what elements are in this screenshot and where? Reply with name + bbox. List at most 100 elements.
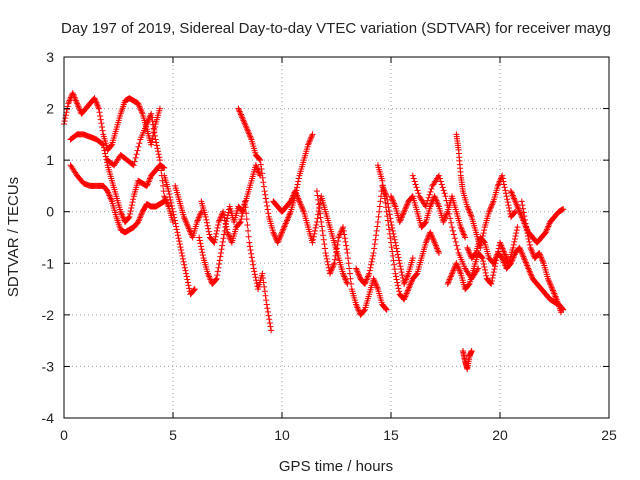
data-point	[207, 276, 214, 283]
data-point	[342, 238, 349, 245]
data-point	[321, 245, 328, 252]
data-point	[372, 236, 379, 243]
data-point	[491, 257, 498, 264]
data-point	[501, 181, 508, 188]
data-point	[435, 172, 442, 179]
data-point	[312, 227, 319, 234]
data-point	[117, 208, 124, 215]
data-point	[512, 199, 519, 206]
data-point	[135, 100, 142, 107]
data-point	[364, 273, 371, 280]
data-point	[442, 213, 449, 220]
data-point	[362, 279, 369, 286]
data-point	[519, 250, 526, 257]
data-point	[391, 261, 398, 268]
data-point	[509, 192, 516, 199]
data-point	[251, 271, 258, 278]
data-point	[385, 221, 392, 228]
data-point	[307, 137, 314, 144]
data-point	[354, 304, 361, 311]
data-point	[194, 217, 201, 224]
data-point	[513, 201, 520, 208]
data-point	[167, 196, 174, 203]
data-point	[490, 269, 497, 276]
data-point	[259, 174, 266, 181]
data-point	[542, 229, 549, 236]
data-point	[206, 273, 213, 280]
data-point	[223, 226, 230, 233]
data-point	[527, 244, 534, 251]
data-point	[455, 266, 462, 273]
data-point	[166, 191, 173, 198]
data-point	[486, 207, 493, 214]
data-point	[386, 226, 393, 233]
data-point	[519, 252, 526, 259]
data-point	[185, 225, 192, 232]
data-point	[97, 112, 104, 119]
data-point	[433, 197, 440, 204]
data-point	[247, 133, 254, 140]
data-point	[404, 289, 411, 296]
data-point	[401, 296, 408, 303]
data-point	[544, 226, 551, 233]
data-point	[335, 238, 342, 245]
data-point	[389, 248, 396, 255]
data-point	[275, 238, 282, 245]
data-point	[329, 264, 336, 271]
data-point	[401, 280, 408, 287]
data-point	[343, 277, 350, 284]
data-point	[374, 219, 381, 226]
data-point	[297, 199, 304, 206]
data-point	[342, 276, 349, 283]
data-point	[257, 161, 264, 168]
data-point	[427, 230, 434, 237]
data-point	[242, 123, 249, 130]
data-point	[247, 135, 254, 142]
data-point	[501, 251, 508, 258]
data-point	[298, 204, 305, 211]
data-point	[448, 219, 455, 226]
data-point	[264, 206, 271, 213]
data-point	[240, 117, 247, 124]
data-point	[510, 254, 517, 261]
data-point	[409, 255, 416, 262]
data-point	[524, 263, 531, 270]
data-point	[93, 99, 100, 106]
x-tick-label: 0	[60, 427, 68, 443]
data-point	[438, 181, 445, 188]
data-point	[251, 268, 258, 275]
data-point	[153, 139, 160, 146]
data-point	[514, 202, 521, 209]
data-point	[402, 276, 409, 283]
data-point	[500, 258, 507, 265]
data-point	[143, 182, 150, 189]
y-tick-labels: -4 -3 -2 -1 0 1 2 3	[42, 49, 55, 426]
data-point	[391, 236, 398, 243]
y-tick-label: -3	[42, 358, 55, 374]
data-point	[478, 253, 485, 260]
data-point	[364, 275, 371, 282]
data-point	[65, 98, 72, 105]
data-point	[92, 98, 99, 105]
data-point	[434, 199, 441, 206]
data-point	[516, 244, 523, 251]
data-point	[184, 276, 191, 283]
data-point	[387, 235, 394, 242]
data-point	[391, 266, 398, 273]
data-point	[305, 140, 312, 147]
data-point	[138, 211, 145, 218]
data-point	[295, 178, 302, 185]
data-point	[368, 258, 375, 265]
data-point	[514, 204, 521, 211]
data-point	[307, 135, 314, 142]
data-point	[236, 220, 243, 227]
data-point	[236, 219, 243, 226]
data-point	[400, 210, 407, 217]
data-point	[454, 246, 461, 253]
data-point	[390, 257, 397, 264]
data-point	[434, 200, 441, 207]
data-point	[489, 199, 496, 206]
data-point	[373, 281, 380, 288]
data-point	[403, 275, 410, 282]
data-point	[450, 267, 457, 274]
